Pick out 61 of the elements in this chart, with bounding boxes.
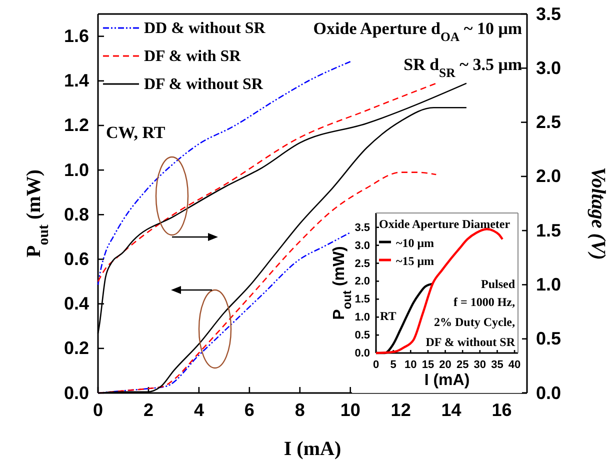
x-tick-label: 14 bbox=[441, 400, 462, 420]
y-tick-label: 0.0 bbox=[354, 348, 370, 360]
y-tick-label: 1.0 bbox=[64, 160, 89, 180]
y-tick-label: 2.0 bbox=[354, 276, 370, 288]
annotation: SR d$_{SR}$ ~ 3.5 μm bbox=[404, 55, 522, 80]
x-tick-label: 5 bbox=[390, 358, 396, 371]
y-tick-label: 0.5 bbox=[354, 330, 370, 342]
y2-tick-label: 3.5 bbox=[536, 4, 562, 24]
y2-tick-label: 0.0 bbox=[536, 382, 562, 403]
annotation: 2% Duty Cycle, bbox=[434, 315, 515, 329]
y-tick-label: 3.0 bbox=[354, 240, 370, 252]
x-axis-title: I (mA) bbox=[284, 438, 342, 460]
x-tick-label: 25 bbox=[456, 358, 469, 371]
x-tick-label: 4 bbox=[194, 400, 204, 420]
x-tick-label: 2 bbox=[143, 400, 154, 420]
annotation: RT bbox=[380, 309, 396, 323]
x-tick-label: 0 bbox=[92, 400, 104, 420]
y-tick-label: 3.5 bbox=[354, 222, 370, 234]
legend-label: DF & with SR bbox=[144, 48, 242, 65]
x-tick-label: 10 bbox=[340, 400, 360, 420]
legend-label: ~15 μm bbox=[396, 254, 434, 268]
x-axis-title: I (mA) bbox=[424, 372, 470, 389]
x-tick-label: 35 bbox=[491, 358, 504, 371]
x-tick-label: 20 bbox=[439, 358, 452, 371]
y-tick-label: 0.0 bbox=[64, 382, 89, 403]
y-tick-label: 2.5 bbox=[354, 258, 370, 270]
y-tick-label: 1.6 bbox=[64, 26, 89, 46]
x-tick-label: 16 bbox=[492, 400, 512, 420]
y-tick-label: 1.2 bbox=[64, 115, 89, 136]
x-tick-label: 40 bbox=[508, 358, 521, 371]
y2-tick-label: 3.0 bbox=[536, 58, 562, 78]
annotation: Pulsed bbox=[480, 277, 516, 291]
line-series bbox=[97, 60, 352, 286]
y-tick-label: 1.5 bbox=[354, 294, 370, 306]
annotation: Oxide Aperture d$_{OA}$ ~ 10 μm bbox=[313, 19, 522, 44]
y-tick-label: 0.8 bbox=[64, 204, 89, 224]
legend-label: DF & without SR bbox=[144, 76, 264, 93]
annotation: CW, RT bbox=[106, 123, 166, 142]
legend-title: Oxide Aperture Diameter bbox=[379, 217, 511, 231]
y-tick-label: 1.0 bbox=[354, 312, 370, 324]
x-tick-label: 6 bbox=[244, 400, 254, 420]
x-tick-label: 8 bbox=[294, 400, 305, 420]
legend-label: DD & without SR bbox=[144, 20, 266, 37]
y-tick-label: 0.4 bbox=[64, 294, 89, 314]
y2-tick-label: 2.5 bbox=[536, 112, 562, 132]
annotation: DF & without SR bbox=[426, 335, 516, 349]
annotation: f = 1000 Hz, bbox=[454, 295, 515, 309]
y2-tick-label: 2.0 bbox=[536, 166, 562, 186]
y-tick-label: 0.6 bbox=[64, 248, 89, 269]
x-tick-label: 0 bbox=[372, 358, 380, 371]
y-tick-label: 1.4 bbox=[64, 70, 89, 91]
x-tick-label: 10 bbox=[404, 358, 417, 371]
y2-tick-label: 0.5 bbox=[536, 328, 562, 349]
x-tick-label: 15 bbox=[422, 358, 434, 371]
y2-tick-label: 1.5 bbox=[536, 220, 562, 240]
y-tick-label: 0.2 bbox=[64, 338, 89, 358]
y2-axis-title: Voltage (V) bbox=[587, 167, 608, 260]
legend-label: ~10 μm bbox=[396, 236, 434, 250]
y2-tick-label: 1.0 bbox=[536, 274, 562, 294]
x-tick-label: 12 bbox=[390, 400, 411, 420]
x-tick-label: 30 bbox=[474, 358, 486, 371]
